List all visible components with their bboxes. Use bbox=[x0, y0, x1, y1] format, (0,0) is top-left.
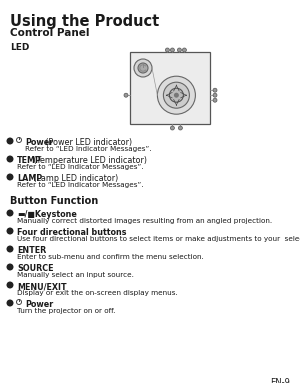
Circle shape bbox=[7, 210, 14, 216]
Text: Turn the projector on or off.: Turn the projector on or off. bbox=[17, 308, 116, 314]
Text: Use four directional buttons to select items or make adjustments to your  select: Use four directional buttons to select i… bbox=[17, 236, 300, 242]
Circle shape bbox=[170, 126, 174, 130]
Circle shape bbox=[7, 300, 14, 306]
Circle shape bbox=[213, 88, 217, 92]
Circle shape bbox=[7, 246, 14, 252]
Text: MENU/EXIT: MENU/EXIT bbox=[17, 282, 67, 291]
Circle shape bbox=[213, 98, 217, 102]
Circle shape bbox=[164, 82, 189, 108]
Text: EN-9: EN-9 bbox=[270, 378, 290, 383]
Text: TEMP: TEMP bbox=[17, 156, 42, 165]
Circle shape bbox=[7, 282, 14, 288]
Circle shape bbox=[177, 48, 182, 52]
Text: Manually select an input source.: Manually select an input source. bbox=[17, 272, 134, 278]
Circle shape bbox=[169, 88, 183, 102]
Text: (Power LED indicator): (Power LED indicator) bbox=[43, 138, 132, 147]
Text: SOURCE: SOURCE bbox=[17, 264, 53, 273]
Text: Button Function: Button Function bbox=[10, 196, 98, 206]
Circle shape bbox=[178, 126, 182, 130]
Circle shape bbox=[7, 228, 14, 234]
Text: Enter to sub-menu and confirm the menu selection.: Enter to sub-menu and confirm the menu s… bbox=[17, 254, 204, 260]
Circle shape bbox=[170, 48, 174, 52]
Text: LED: LED bbox=[10, 43, 29, 52]
Text: Refer to “LED Indicator Messages”.: Refer to “LED Indicator Messages”. bbox=[17, 182, 143, 188]
Circle shape bbox=[124, 93, 128, 97]
Text: Using the Product: Using the Product bbox=[10, 14, 159, 29]
Text: ENTER: ENTER bbox=[17, 246, 46, 255]
Text: Power: Power bbox=[25, 300, 53, 309]
Text: Display or exit the on-screen display menus.: Display or exit the on-screen display me… bbox=[17, 290, 178, 296]
Text: Refer to “LED Indicator Messages”.: Refer to “LED Indicator Messages”. bbox=[17, 164, 143, 170]
Text: Control Panel: Control Panel bbox=[10, 28, 89, 38]
Text: (Temperature LED indicator): (Temperature LED indicator) bbox=[32, 156, 147, 165]
Circle shape bbox=[165, 48, 169, 52]
Circle shape bbox=[7, 137, 14, 144]
Circle shape bbox=[174, 93, 179, 98]
Text: Power: Power bbox=[25, 138, 53, 147]
Circle shape bbox=[134, 59, 152, 77]
Circle shape bbox=[7, 173, 14, 180]
Circle shape bbox=[213, 93, 217, 97]
Text: Manually correct distorted images resulting from an angled projection.: Manually correct distorted images result… bbox=[17, 218, 272, 224]
Circle shape bbox=[158, 76, 195, 114]
Bar bbox=[130, 52, 210, 124]
Circle shape bbox=[138, 63, 148, 73]
Text: (Lamp LED indicator): (Lamp LED indicator) bbox=[32, 174, 119, 183]
Text: LAMP: LAMP bbox=[17, 174, 42, 183]
Text: Refer to “LED Indicator Messages”.: Refer to “LED Indicator Messages”. bbox=[25, 146, 152, 152]
Text: ▬/■Keystone: ▬/■Keystone bbox=[17, 210, 77, 219]
Circle shape bbox=[7, 264, 14, 270]
Circle shape bbox=[7, 155, 14, 162]
Text: Four directional buttons: Four directional buttons bbox=[17, 228, 127, 237]
Circle shape bbox=[182, 48, 186, 52]
